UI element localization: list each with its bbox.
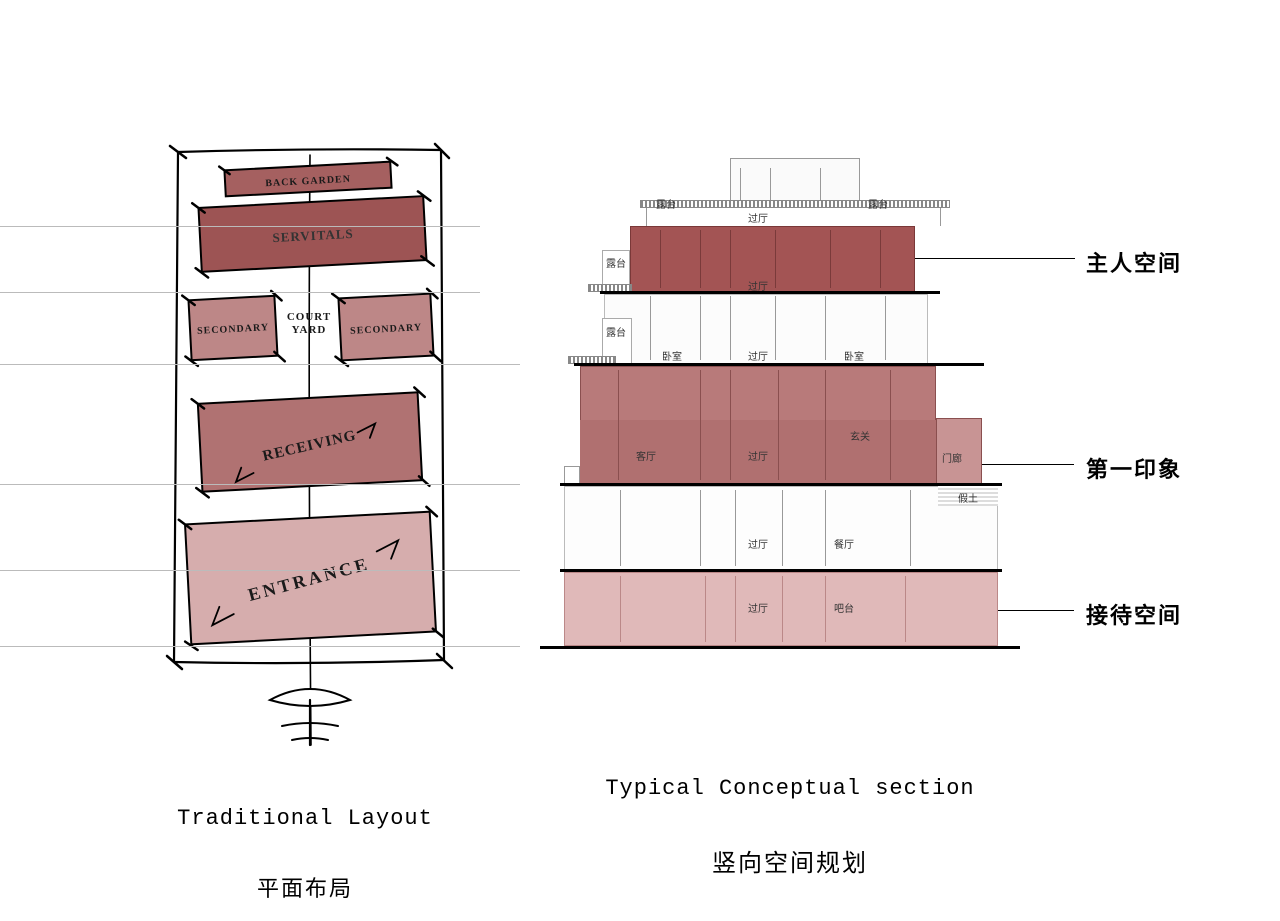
partition xyxy=(825,576,826,642)
guideline xyxy=(0,364,520,365)
partition xyxy=(775,296,776,360)
partition xyxy=(825,296,826,360)
callout-recept: 接待空间 xyxy=(1086,598,1182,630)
leader-recept xyxy=(998,610,1074,611)
section-panel: 主人空间 第一印象 接待空间 露台 露台 过厅 露台 过厅 露台 卧室 过厅 卧… xyxy=(0,0,1280,820)
partition xyxy=(700,230,701,288)
room-label: 餐厅 xyxy=(834,536,854,551)
partition xyxy=(700,370,701,480)
partition xyxy=(825,490,826,566)
room-label: 露台 xyxy=(656,196,676,211)
room-label: 卧室 xyxy=(662,348,682,363)
partition xyxy=(825,370,826,480)
room-label: 过厅 xyxy=(748,278,768,293)
room-label: 过厅 xyxy=(748,210,768,225)
room-label: 过厅 xyxy=(748,536,768,551)
floor-2 xyxy=(564,486,998,570)
partition xyxy=(830,230,831,288)
room-label: 过厅 xyxy=(748,348,768,363)
partition xyxy=(775,230,776,288)
eave xyxy=(640,200,950,208)
room-label: 玄关 xyxy=(850,428,870,443)
partition xyxy=(620,576,621,642)
partition xyxy=(620,490,621,566)
room-label: 露台 xyxy=(606,255,626,270)
room-label: 卧室 xyxy=(844,348,864,363)
f5-terrace xyxy=(646,208,941,226)
partition xyxy=(660,230,661,288)
callout-first: 第一印象 xyxy=(1086,452,1182,484)
room-label: 客厅 xyxy=(636,448,656,463)
partition xyxy=(730,230,731,288)
right-caption-cn: 竖向空间规划 xyxy=(560,843,1020,878)
partition xyxy=(885,296,886,360)
step-first xyxy=(564,466,580,484)
partition xyxy=(705,576,706,642)
partition xyxy=(880,230,881,288)
partition xyxy=(910,490,911,566)
room-label: 吧台 xyxy=(834,600,854,615)
ground-line xyxy=(540,646,1020,649)
partition xyxy=(890,370,891,480)
room-label: 露台 xyxy=(868,196,888,211)
room-label: 露台 xyxy=(606,324,626,339)
guideline xyxy=(0,484,520,485)
callout-master: 主人空间 xyxy=(1086,246,1182,278)
leader-master xyxy=(915,258,1075,259)
right-caption: Typical Conceptual section 竖向空间规划 xyxy=(560,740,1020,896)
guideline xyxy=(0,646,520,647)
partition xyxy=(905,576,906,642)
leader-first xyxy=(982,464,1074,465)
partition xyxy=(730,296,731,360)
room-label: 过厅 xyxy=(748,448,768,463)
guideline xyxy=(0,292,480,293)
left-caption-cn: 平面布局 xyxy=(120,871,490,903)
partition xyxy=(735,576,736,642)
room-label: 门廊 xyxy=(942,450,962,465)
floor-master xyxy=(630,226,915,292)
guideline xyxy=(0,570,520,571)
partition xyxy=(778,370,779,480)
guideline xyxy=(0,226,480,227)
partition xyxy=(700,296,701,360)
room-label: 过厅 xyxy=(748,600,768,615)
partition xyxy=(700,490,701,566)
right-caption-en: Typical Conceptual section xyxy=(560,776,1020,801)
partition xyxy=(730,370,731,480)
partition xyxy=(782,576,783,642)
partition xyxy=(650,296,651,360)
partition xyxy=(782,490,783,566)
partition xyxy=(618,370,619,480)
partition xyxy=(735,490,736,566)
room-label: 假土 xyxy=(958,490,978,505)
floor-reception xyxy=(564,572,998,646)
